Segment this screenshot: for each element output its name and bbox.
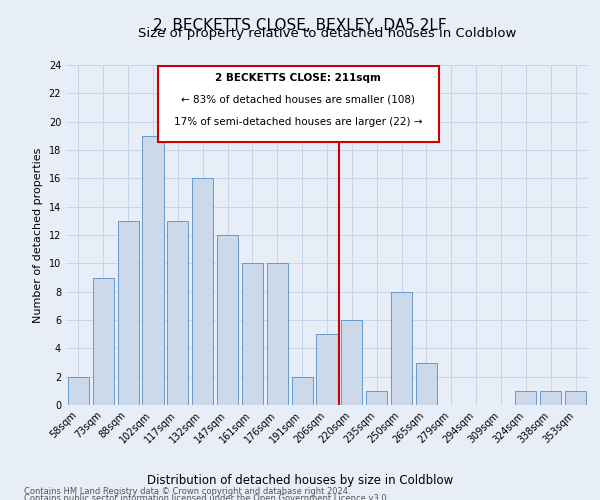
Bar <box>242 264 263 405</box>
Bar <box>366 391 387 405</box>
Y-axis label: Number of detached properties: Number of detached properties <box>33 148 43 322</box>
Bar <box>192 178 213 405</box>
Bar <box>158 66 439 142</box>
Bar <box>167 221 188 405</box>
Text: Contains HM Land Registry data © Crown copyright and database right 2024.: Contains HM Land Registry data © Crown c… <box>24 487 350 496</box>
Bar <box>217 235 238 405</box>
Text: Distribution of detached houses by size in Coldblow: Distribution of detached houses by size … <box>147 474 453 487</box>
Text: Contains public sector information licensed under the Open Government Licence v3: Contains public sector information licen… <box>24 494 389 500</box>
Text: 2, BECKETTS CLOSE, BEXLEY, DA5 2LF: 2, BECKETTS CLOSE, BEXLEY, DA5 2LF <box>153 18 447 32</box>
Bar <box>341 320 362 405</box>
Bar <box>93 278 114 405</box>
Text: 17% of semi-detached houses are larger (22) →: 17% of semi-detached houses are larger (… <box>174 116 422 126</box>
Title: Size of property relative to detached houses in Coldblow: Size of property relative to detached ho… <box>138 27 516 40</box>
Bar <box>68 376 89 405</box>
Bar <box>142 136 164 405</box>
Bar <box>416 362 437 405</box>
Bar <box>292 376 313 405</box>
Text: 2 BECKETTS CLOSE: 211sqm: 2 BECKETTS CLOSE: 211sqm <box>215 72 382 83</box>
Text: ← 83% of detached houses are smaller (108): ← 83% of detached houses are smaller (10… <box>181 94 415 104</box>
Bar <box>565 391 586 405</box>
Bar <box>316 334 338 405</box>
Bar <box>515 391 536 405</box>
Bar <box>540 391 561 405</box>
Bar <box>118 221 139 405</box>
Bar <box>267 264 288 405</box>
Bar <box>391 292 412 405</box>
